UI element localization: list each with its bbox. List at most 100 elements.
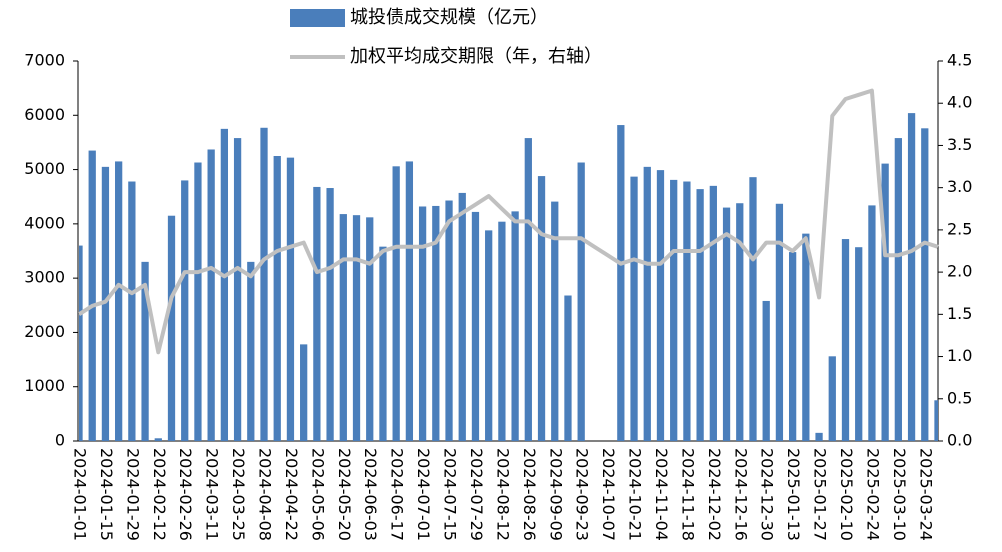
bar: [564, 295, 572, 441]
y-tick-label: 7000: [24, 51, 65, 70]
bar: [339, 214, 347, 441]
y-tick-label: 2000: [24, 322, 65, 341]
bar: [366, 217, 374, 441]
bar: [458, 192, 466, 441]
x-tick-label: 2025-01-13: [784, 448, 803, 541]
bar: [855, 247, 863, 441]
bar: [775, 203, 784, 441]
bar: [749, 177, 757, 441]
bar: [471, 211, 480, 441]
y-tick-label: 4000: [24, 213, 65, 232]
x-tick-label: 2025-03-10: [890, 448, 909, 541]
y-tick-label: 3000: [24, 268, 65, 287]
x-tick-label: 2024-05-06: [308, 448, 327, 541]
x-tick-label: 2024-07-01: [414, 448, 433, 541]
bar: [524, 138, 532, 442]
bar: [551, 201, 559, 441]
x-tick-label: 2024-01-15: [97, 448, 116, 541]
bar: [617, 125, 625, 442]
x-tick-label: 2024-07-29: [467, 448, 486, 541]
bar: [154, 438, 162, 441]
bar: [233, 138, 242, 442]
y2-tick-label: 0.0: [947, 431, 972, 450]
bar: [286, 157, 295, 441]
x-tick-label: 2024-04-22: [282, 448, 301, 541]
y-tick-label: 0: [55, 431, 65, 450]
bar: [300, 344, 308, 441]
y-tick-label: 6000: [24, 105, 65, 124]
bar: [868, 205, 876, 441]
bar: [207, 149, 215, 441]
bar: [630, 176, 638, 441]
legend-label: 城投债成交规模（亿元）: [350, 7, 548, 28]
y2-tick-label: 4.0: [947, 93, 972, 112]
x-tick-label: 2024-07-15: [441, 448, 460, 541]
bar: [418, 206, 427, 441]
bar: [762, 300, 770, 441]
bar: [115, 161, 123, 441]
x-tick-label: 2024-10-07: [599, 448, 618, 541]
x-tick-label: 2025-02-24: [863, 448, 882, 541]
y2-tick-label: 4.5: [947, 51, 972, 70]
x-tick-label: 2025-03-24: [916, 448, 935, 541]
bar: [405, 161, 414, 441]
bar: [326, 188, 334, 441]
bar: [802, 233, 810, 441]
y-tick-label: 1000: [24, 376, 65, 395]
bar: [683, 181, 691, 441]
x-tick-label: 2024-08-26: [520, 448, 539, 541]
bar: [79, 245, 83, 441]
bar: [379, 246, 387, 441]
x-tick-label: 2024-11-04: [652, 448, 671, 541]
x-tick-label: 2024-03-25: [229, 448, 248, 541]
bar: [445, 200, 453, 441]
x-tick-label: 2024-01-29: [123, 448, 142, 541]
bar: [88, 150, 96, 442]
bar: [273, 156, 281, 441]
y-tick-label: 5000: [24, 159, 65, 178]
bar: [722, 207, 731, 441]
bar: [313, 186, 321, 441]
bar: [643, 166, 651, 441]
bar: [921, 128, 929, 442]
bar: [696, 189, 704, 441]
bar: [194, 162, 202, 441]
bar: [101, 166, 110, 441]
bar: [128, 181, 136, 441]
bar: [260, 127, 268, 442]
bar: [577, 162, 585, 441]
bar: [656, 170, 665, 441]
y2-tick-label: 0.5: [947, 388, 972, 407]
bar: [167, 215, 176, 441]
bar: [247, 261, 255, 441]
bar: [788, 252, 797, 441]
bar: [828, 356, 836, 441]
bar: [736, 203, 744, 441]
bar: [432, 205, 440, 441]
x-tick-label: 2024-08-12: [493, 448, 512, 541]
x-tick-label: 2025-02-10: [837, 448, 856, 541]
y2-tick-label: 1.0: [947, 346, 972, 365]
x-tick-label: 2025-01-27: [811, 448, 830, 541]
x-tick-label: 2024-03-11: [203, 448, 222, 541]
bar: [141, 261, 149, 441]
bar: [485, 230, 493, 441]
bar: [392, 166, 400, 442]
x-tick-label: 2024-12-30: [758, 448, 777, 541]
bar: [934, 400, 938, 441]
y2-tick-label: 2.0: [947, 262, 972, 281]
x-tick-label: 2024-12-16: [731, 448, 750, 541]
bar: [352, 215, 361, 441]
bar: [537, 176, 546, 442]
x-tick-label: 2024-05-20: [335, 448, 354, 541]
x-tick-label: 2024-01-01: [71, 448, 90, 541]
bar: [907, 113, 916, 441]
x-tick-label: 2024-02-12: [150, 448, 169, 541]
y2-tick-label: 1.5: [947, 304, 972, 323]
legend-label: 加权平均成交期限（年，右轴）: [350, 46, 602, 67]
x-tick-label: 2024-09-23: [573, 448, 592, 541]
x-tick-label: 2024-11-18: [678, 448, 697, 541]
bar: [709, 185, 717, 441]
x-tick-label: 2024-12-02: [705, 448, 724, 541]
